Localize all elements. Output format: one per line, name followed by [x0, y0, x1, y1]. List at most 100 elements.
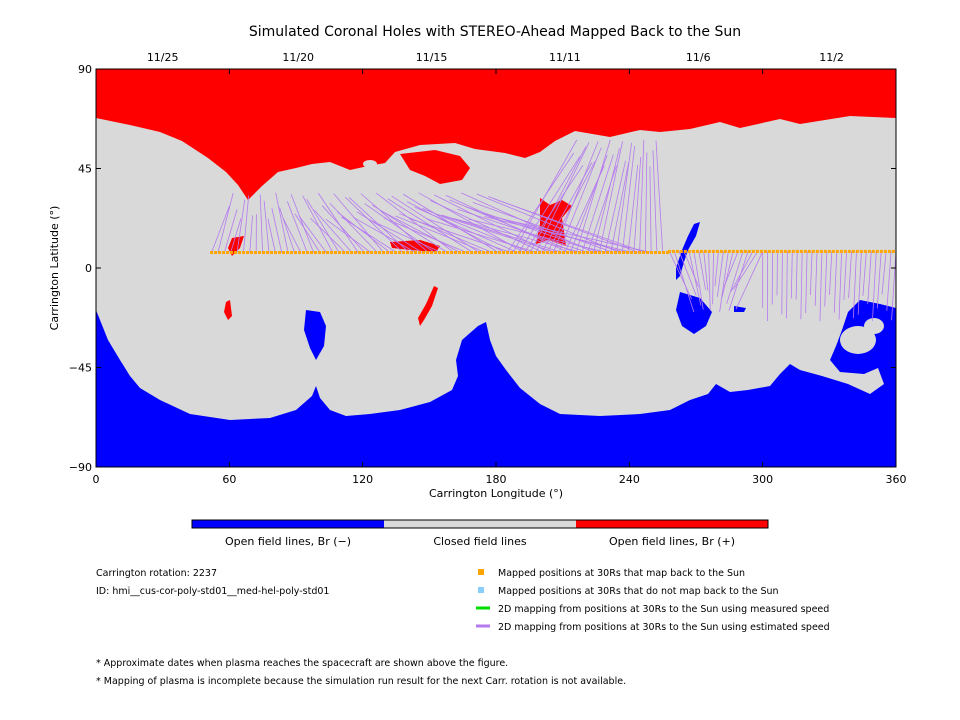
x-tick-label: 60	[222, 473, 236, 486]
mapped-point	[879, 249, 883, 253]
fieldline	[872, 251, 877, 321]
fieldline	[644, 152, 648, 253]
legend: Mapped positions at 30Rs that map back t…	[476, 568, 830, 633]
mapped-point	[406, 251, 410, 255]
mapped-point	[230, 251, 234, 255]
fieldline	[621, 145, 636, 253]
legend-marker-mapped	[478, 569, 484, 575]
mapped-point	[394, 251, 398, 255]
y-tick-label: 0	[85, 262, 92, 275]
colorbar-negative	[192, 520, 384, 528]
mapped-point	[666, 251, 670, 255]
fieldline	[781, 251, 783, 315]
mapped-point	[598, 251, 602, 255]
mapped-point	[779, 249, 783, 253]
fieldline	[733, 251, 759, 290]
fieldline	[800, 251, 803, 320]
mapped-point	[306, 251, 310, 255]
fieldline	[441, 214, 563, 253]
mapped-point	[474, 251, 478, 255]
colorbar-closed	[384, 520, 576, 528]
mapped-point	[378, 251, 382, 255]
fieldline	[535, 142, 590, 253]
mapped-point	[234, 251, 238, 255]
fieldline	[406, 201, 506, 253]
mapped-point	[566, 251, 570, 255]
carrington-rotation: Carrington rotation: 2237	[96, 568, 217, 579]
fieldline	[426, 218, 537, 253]
fieldline	[627, 165, 639, 253]
fieldline	[314, 209, 353, 253]
fieldline	[464, 206, 601, 253]
legend-label-measured: 2D mapping from positions at 30Rs to the…	[498, 604, 829, 615]
mapped-point	[642, 251, 646, 255]
fieldline-mapping	[211, 139, 896, 322]
mapped-point	[522, 251, 526, 255]
closed-island	[864, 318, 884, 334]
mapped-point	[795, 249, 799, 253]
mapped-point	[699, 249, 703, 253]
mapped-point	[494, 251, 498, 255]
mapped-point	[719, 249, 723, 253]
mapped-point	[342, 251, 346, 255]
fieldline	[230, 218, 242, 253]
fieldline	[379, 209, 461, 253]
colorbar-label-closed: Closed field lines	[433, 535, 527, 548]
fieldline	[848, 251, 852, 299]
mapped-point	[430, 251, 434, 255]
mapped-point	[458, 251, 462, 255]
mapped-point	[835, 249, 839, 253]
fieldline	[344, 196, 404, 253]
fieldline	[283, 218, 302, 253]
mapped-point	[847, 249, 851, 253]
mapped-point	[254, 251, 258, 255]
fieldline	[437, 214, 557, 253]
mapped-point	[514, 251, 518, 255]
mapped-point	[446, 251, 450, 255]
fieldline	[275, 192, 289, 253]
mapped-point	[863, 249, 867, 253]
fieldline	[649, 166, 652, 253]
closed-island	[840, 326, 876, 354]
mapped-point	[326, 251, 330, 255]
mapped-point	[558, 251, 562, 255]
mapped-point	[867, 249, 871, 253]
fieldline	[703, 251, 709, 291]
fieldline	[719, 251, 729, 313]
colorbar: Open field lines, Br (−) Closed field li…	[191, 519, 769, 548]
mapped-point	[546, 251, 550, 255]
fieldline	[867, 251, 872, 304]
open-positive-patch	[224, 300, 232, 320]
mapped-point	[887, 249, 891, 253]
mapped-point	[286, 251, 290, 255]
mapped-point	[554, 251, 558, 255]
mapped-point	[679, 249, 683, 253]
mapped-point	[775, 249, 779, 253]
fieldline	[317, 192, 359, 253]
note-incomplete: * Mapping of plasma is incomplete becaus…	[96, 676, 626, 687]
mapped-point	[871, 249, 875, 253]
mapped-point	[374, 251, 378, 255]
mapped-point	[294, 251, 298, 255]
fieldline	[668, 251, 692, 300]
mapped-point	[691, 249, 695, 253]
mapped-positions	[210, 249, 895, 255]
fieldline	[891, 251, 896, 321]
fieldline	[824, 251, 828, 307]
fieldline	[495, 217, 652, 253]
fieldline	[819, 251, 823, 322]
fieldline	[683, 251, 699, 287]
mapped-point	[298, 251, 302, 255]
mapped-point	[707, 249, 711, 253]
fieldline	[236, 199, 246, 253]
mapped-point	[502, 251, 506, 255]
mapped-point	[570, 251, 574, 255]
mapped-point	[819, 249, 823, 253]
x-tick-label: 240	[619, 473, 640, 486]
fieldline	[492, 197, 646, 253]
mapped-point	[831, 249, 835, 253]
mapped-point	[843, 249, 847, 253]
mapped-point	[755, 249, 759, 253]
fieldline	[310, 217, 346, 253]
open-positive-patch	[400, 150, 470, 184]
